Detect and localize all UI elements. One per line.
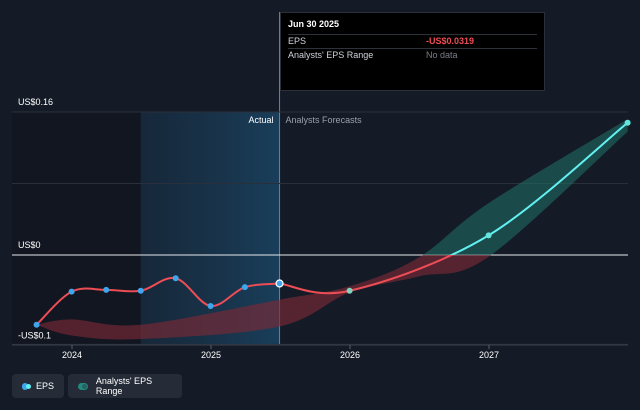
x-tick-label: 2024: [62, 350, 82, 360]
forecast-label: Analysts Forecasts: [286, 115, 363, 125]
x-tick-label: 2027: [479, 350, 499, 360]
tooltip-row-range: Analysts' EPS Range No data: [288, 48, 537, 62]
eps-point: [346, 287, 353, 294]
actual-label: Actual: [249, 115, 274, 125]
legend-label: EPS: [35, 381, 54, 391]
eps-point: [172, 275, 179, 282]
tooltip-value: -US$0.0319: [426, 36, 475, 46]
y-tick-label: -US$0.1: [18, 330, 51, 340]
tooltip-label: Analysts' EPS Range: [288, 50, 374, 60]
eps-point: [103, 286, 110, 293]
range-legend-icon: [78, 382, 88, 390]
eps-point: [624, 119, 631, 126]
y-tick-label: US$0.16: [18, 97, 53, 107]
legend-eps-button[interactable]: EPS: [12, 374, 64, 398]
tooltip-title: Jun 30 2025: [288, 19, 340, 29]
past-region: [12, 112, 141, 345]
x-tick-label: 2026: [340, 350, 360, 360]
eps-point: [33, 321, 40, 328]
legend-range-button[interactable]: Analysts' EPS Range: [68, 374, 182, 398]
eps-point: [485, 232, 492, 239]
eps-line-forecast-positive: [449, 121, 629, 255]
tooltip-value: No data: [426, 50, 458, 60]
eps-point: [207, 302, 214, 309]
legend-label: Analysts' EPS Range: [95, 376, 153, 396]
tooltip-label: EPS: [288, 36, 307, 46]
eps-point: [241, 284, 248, 291]
range-band-negative: [36, 255, 492, 340]
x-tick-label: 2025: [201, 350, 221, 360]
tooltip: Jun 30 2025 EPS -US$0.0319 Analysts' EPS…: [280, 12, 545, 91]
eps-point: [275, 279, 284, 288]
eps-legend-icon: [22, 382, 31, 390]
eps-point: [137, 287, 144, 294]
eps-line-forecast-negative: [279, 255, 454, 295]
tooltip-row-eps: EPS -US$0.0319: [288, 34, 537, 48]
y-tick-label: US$0: [18, 240, 41, 250]
eps-point: [68, 288, 75, 295]
range-band-positive: [422, 119, 628, 255]
eps-line-actual: [35, 276, 280, 326]
